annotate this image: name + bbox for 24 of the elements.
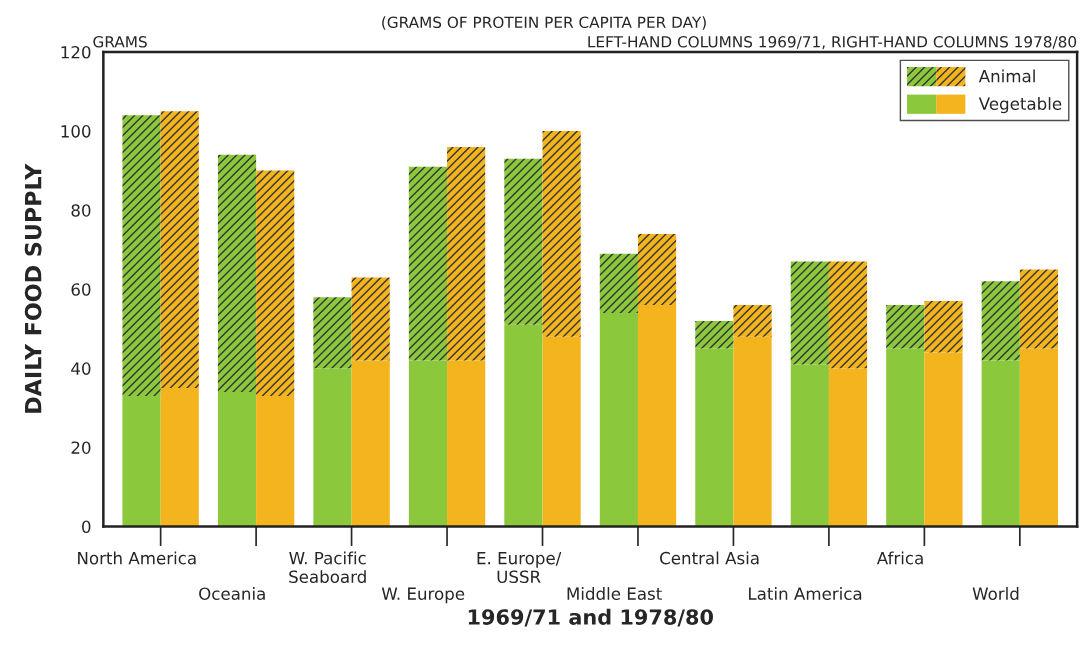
legend-label: Vegetable xyxy=(978,97,1062,114)
text: GRAMS xyxy=(93,36,147,48)
legend-label: Animal xyxy=(978,69,1035,83)
x-tick-label: Oceania xyxy=(199,587,265,600)
x-tick-label: North America xyxy=(78,551,196,565)
x-tick-label: Central Asia xyxy=(660,551,759,565)
y-tick-label: 100 xyxy=(61,125,91,138)
x-tick-label: Middle East xyxy=(567,587,662,600)
y-tick-label: 120 xyxy=(61,45,91,59)
x-tick-label: W. Europe xyxy=(381,587,465,604)
x-tick-label: Africa xyxy=(876,551,923,565)
y-tick-label: 40 xyxy=(71,362,91,375)
y-tick-label: 80 xyxy=(71,204,91,217)
x-tick-label: World xyxy=(972,587,1019,600)
chart-subtitle: LEFT-HAND COLUMNS 1969/71, RIGHT-HAND COLUMNS 1978/80 xyxy=(588,36,1077,50)
y-tick-label: 60 xyxy=(71,283,91,296)
x-tick-label: W. Pacific Seaboard xyxy=(289,551,366,584)
x-tick-label: E. Europe/ USSR xyxy=(477,552,562,584)
chart-title: (GRAMS OF PROTEIN PER CAPITA PER DAY) xyxy=(382,16,706,30)
y-axis-title: DAILY FOOD SUPPLY xyxy=(24,163,42,413)
x-axis-title: 1969/71 and 1978/80 xyxy=(468,608,713,627)
y-tick-label: 0 xyxy=(82,520,91,534)
y-tick-label: 20 xyxy=(71,441,91,454)
x-tick-label: Latin America xyxy=(749,587,862,600)
